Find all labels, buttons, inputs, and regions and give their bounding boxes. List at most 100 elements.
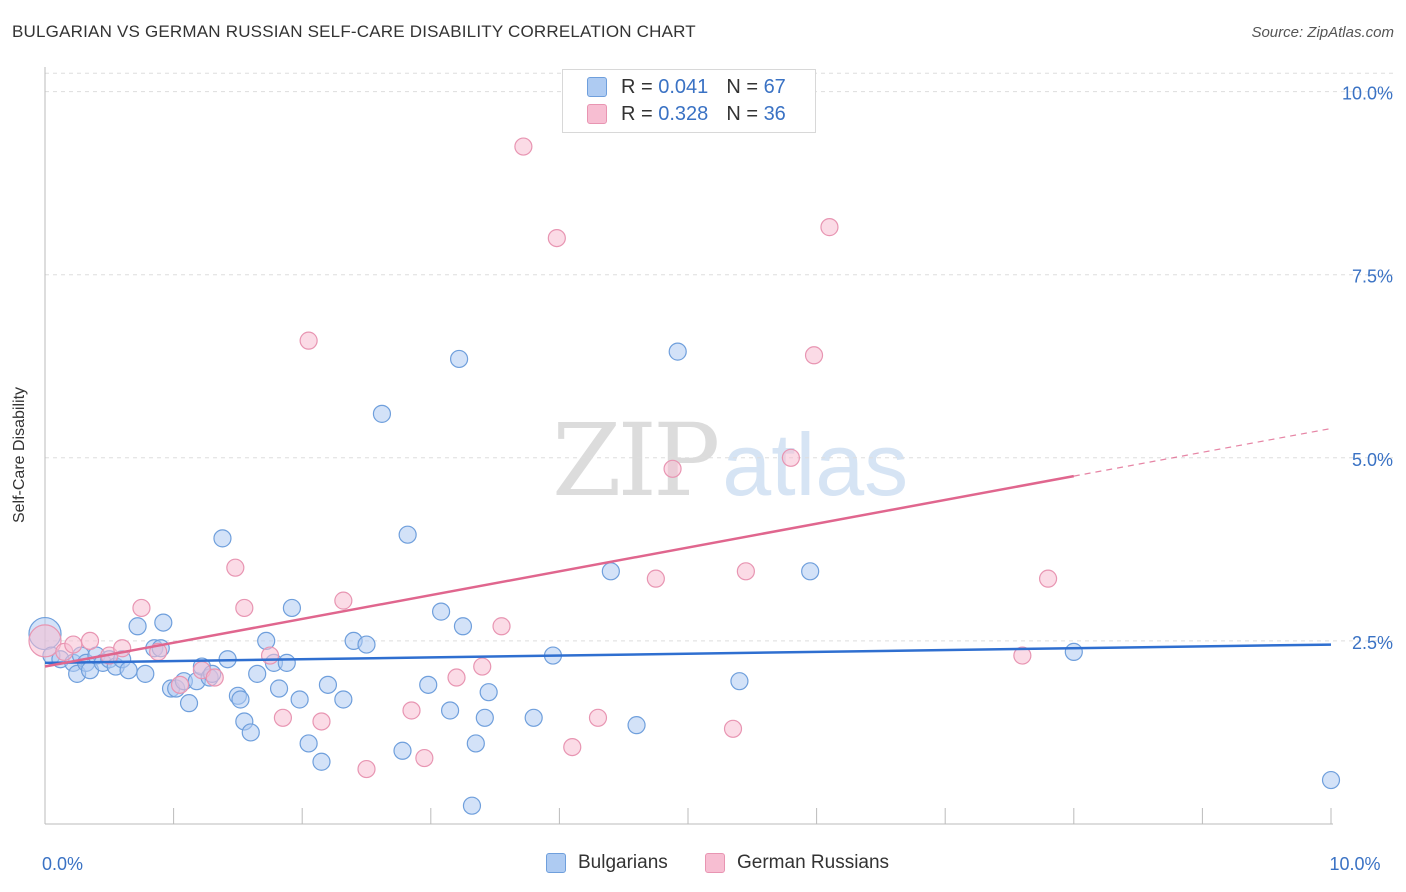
german-russians-point xyxy=(132,598,151,618)
german-russians-point xyxy=(736,562,755,581)
bulgarians-point xyxy=(1321,770,1341,790)
bulgarians-point xyxy=(419,675,438,694)
legend-item-german-russians[interactable]: German Russians xyxy=(705,852,889,874)
german-russians-trend-line xyxy=(44,474,1075,668)
german-russians-point xyxy=(415,748,434,768)
german-russians-point xyxy=(646,569,665,588)
legend-item-bulgarians[interactable]: Bulgarians xyxy=(546,852,668,874)
bulgarians-point xyxy=(231,690,250,709)
german-russians-point xyxy=(357,759,376,779)
n-label: N = xyxy=(726,75,758,98)
german-russians-point xyxy=(260,646,280,665)
r-value: 0.041 xyxy=(658,75,709,98)
german-russians-point xyxy=(312,712,331,731)
stats-legend-row-bulgarians: R = 0.041 N = 67 xyxy=(587,75,786,99)
y-tick-label: 10.0% xyxy=(1342,84,1393,104)
bulgarians-point xyxy=(334,690,353,709)
german-russians-legend-label: German Russians xyxy=(737,852,890,873)
german-russians-point xyxy=(473,657,492,676)
german-russians-point xyxy=(64,635,83,654)
bulgarians-point xyxy=(277,653,296,672)
bulgarians-point xyxy=(318,675,338,694)
german-russians-swatch xyxy=(587,104,607,124)
bulgarians-point xyxy=(668,342,687,361)
german-russians-point xyxy=(514,137,533,156)
stats-legend-row-german-russians: R = 0.328 N = 36 xyxy=(587,102,786,126)
bulgarians-point xyxy=(393,741,412,760)
german-russians-point xyxy=(205,668,224,687)
bulgarians-point xyxy=(290,690,309,709)
german-russians-point xyxy=(226,558,245,577)
bulgarians-point xyxy=(357,635,376,654)
bulgarians-point xyxy=(1064,642,1083,661)
stats-legend: R = 0.041 N = 67 R = 0.328 N = 36 xyxy=(562,69,816,133)
bulgarians-point xyxy=(269,679,289,698)
bulgarians-point xyxy=(479,683,498,702)
bulgarians-point xyxy=(241,723,260,742)
german-russians-point xyxy=(1038,569,1058,588)
bulgarians-point xyxy=(453,617,473,636)
german-russians-point xyxy=(723,719,743,738)
bulgarians-point xyxy=(462,796,482,815)
bulgarians-legend-swatch xyxy=(546,853,566,873)
german-russians-point xyxy=(447,668,466,687)
german-russians-point xyxy=(170,675,190,694)
german-russians-point xyxy=(563,737,582,757)
bulgarians-point xyxy=(119,661,138,680)
bulgarians-point xyxy=(372,404,392,423)
bulgarians-point xyxy=(213,529,232,548)
german-russians-point xyxy=(1013,646,1032,665)
german-russians-point xyxy=(235,598,254,618)
bulgarians-swatch xyxy=(587,77,607,97)
bulgarians-point xyxy=(128,617,147,636)
bulgarians-point xyxy=(449,349,469,369)
german-russians-point xyxy=(588,708,608,727)
bulgarians-trend-line xyxy=(44,643,1332,665)
bulgarians-point xyxy=(601,562,620,581)
n-value: 67 xyxy=(763,75,786,98)
watermark-zip: ZIP xyxy=(552,402,720,519)
chart-title: BULGARIAN VS GERMAN RUSSIAN SELF-CARE DI… xyxy=(12,22,696,41)
y-tick-label: 7.5% xyxy=(1352,267,1393,287)
german-russians-point xyxy=(402,701,421,720)
german-russians-point xyxy=(804,346,824,365)
german-russians-point xyxy=(781,448,800,467)
german-russians-legend-swatch xyxy=(705,853,725,873)
german-russians-point xyxy=(547,228,566,248)
n-value: 36 xyxy=(763,102,786,125)
german-russians-point xyxy=(492,617,511,636)
bulgarians-point xyxy=(475,708,494,727)
watermark-atlas: atlas xyxy=(722,415,909,514)
bulgarians-point xyxy=(282,598,302,618)
german-russians-point xyxy=(28,624,62,658)
x-tick-label: 0.0% xyxy=(42,854,83,874)
bulgarians-point xyxy=(248,664,267,683)
x-tick-label: 10.0% xyxy=(1329,854,1380,874)
german-russians-point xyxy=(663,459,682,478)
r-label: R = xyxy=(621,102,653,125)
r-value: 0.328 xyxy=(658,102,709,125)
bulgarians-point xyxy=(398,525,417,544)
german-russians-point xyxy=(334,591,353,610)
source-credit: Source: ZipAtlas.com xyxy=(1251,24,1394,41)
german-russians-point xyxy=(299,331,318,350)
german-russians-point xyxy=(80,631,100,651)
bulgarians-legend-label: Bulgarians xyxy=(578,852,668,873)
bulgarians-point xyxy=(136,664,155,683)
series-legend: Bulgarians German Russians xyxy=(0,852,1406,878)
bulgarians-point xyxy=(312,752,331,771)
bulgarians-point xyxy=(179,694,199,713)
bulgarians-point xyxy=(524,708,543,727)
y-tick-label: 2.5% xyxy=(1352,633,1393,653)
bulgarians-point xyxy=(440,701,460,720)
r-label: R = xyxy=(621,75,653,98)
german-russians-point xyxy=(273,708,293,727)
bulgarians-point xyxy=(431,602,451,621)
y-tick-label: 5.0% xyxy=(1352,450,1393,470)
bulgarians-point xyxy=(299,734,318,753)
bulgarians-point xyxy=(801,562,820,581)
bulgarians-point xyxy=(627,716,646,735)
n-label: N = xyxy=(726,102,758,125)
bulgarians-point xyxy=(730,672,749,691)
